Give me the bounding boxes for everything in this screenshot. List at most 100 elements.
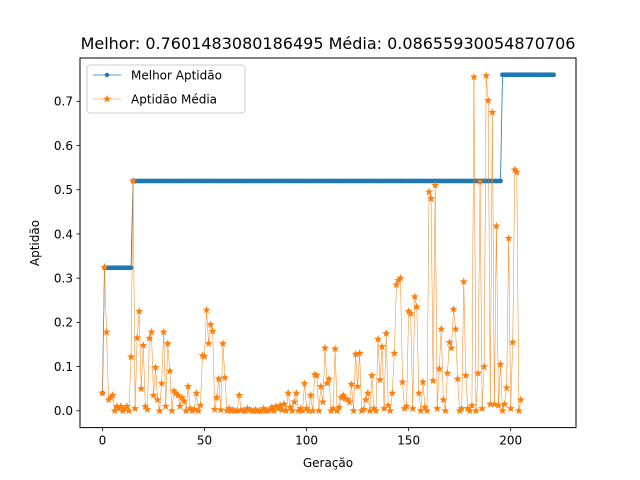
point-media-118 — [339, 391, 348, 399]
point-media-142 — [388, 388, 397, 397]
point-media-201 — [508, 338, 517, 346]
x-tick-label-0: 0 — [99, 434, 107, 448]
legend-marker-melhor — [104, 72, 110, 78]
point-media-17 — [133, 333, 142, 342]
point-media-33 — [165, 366, 174, 375]
point-media-120 — [343, 395, 352, 404]
point-media-124 — [351, 350, 360, 358]
point-media-34 — [167, 406, 176, 415]
point-media-115 — [333, 406, 342, 415]
point-media-96 — [294, 406, 303, 415]
point-media-119 — [341, 394, 350, 402]
point-media-50 — [200, 352, 209, 360]
point-media-22 — [143, 405, 152, 413]
point-media-136 — [376, 375, 385, 384]
y-tick-label-3: 0.3 — [54, 271, 73, 285]
y-axis: 0.0 0.1 0.2 0.3 0.4 0.5 0.6 0.7 — [54, 95, 80, 418]
point-media-23 — [145, 334, 154, 342]
point-melhor-221 — [551, 72, 556, 78]
point-media-46 — [192, 388, 201, 397]
point-media-78 — [257, 406, 266, 415]
point-media-36 — [171, 388, 180, 397]
point-media-9 — [116, 402, 125, 410]
point-media-45 — [190, 405, 199, 413]
point-media-198 — [502, 383, 511, 392]
point-media-41 — [182, 406, 191, 415]
point-media-192 — [490, 399, 499, 408]
point-media-56 — [212, 393, 221, 401]
point-media-170 — [445, 338, 454, 346]
point-media-1 — [100, 262, 109, 271]
point-media-173 — [451, 324, 460, 333]
point-media-158 — [420, 403, 429, 411]
point-media-12 — [122, 402, 131, 410]
point-media-91 — [284, 388, 293, 397]
point-media-131 — [365, 406, 374, 415]
point-media-70 — [241, 406, 250, 415]
y-tick-label-1: 0.1 — [54, 360, 73, 374]
point-media-130 — [363, 388, 372, 397]
point-media-122 — [347, 380, 356, 388]
point-media-108 — [318, 397, 327, 406]
point-media-181 — [467, 401, 476, 409]
y-tick-label-0: 0.0 — [54, 404, 73, 418]
point-media-53 — [206, 320, 215, 328]
point-media-189 — [484, 96, 493, 104]
point-media-175 — [455, 406, 464, 415]
point-media-172 — [449, 304, 458, 313]
point-media-15 — [129, 176, 138, 185]
point-media-81 — [263, 406, 272, 415]
point-media-106 — [314, 406, 323, 415]
point-media-138 — [380, 404, 389, 412]
legend-label-media: Aptidão Média — [131, 93, 217, 107]
point-media-7 — [112, 402, 121, 410]
point-media-117 — [337, 393, 346, 401]
point-media-40 — [180, 396, 189, 405]
y-tick-label-4: 0.4 — [54, 227, 73, 241]
point-media-191 — [488, 108, 497, 116]
point-media-74 — [249, 406, 258, 415]
point-media-39 — [178, 393, 187, 401]
point-media-176 — [457, 404, 466, 412]
axes-frame — [79, 57, 577, 429]
point-media-196 — [498, 406, 507, 415]
point-media-21 — [141, 402, 150, 410]
point-media-54 — [208, 327, 217, 335]
point-media-146 — [396, 273, 405, 282]
point-media-156 — [416, 406, 425, 415]
point-media-174 — [453, 374, 462, 383]
point-media-193 — [492, 221, 501, 230]
point-media-57 — [214, 374, 223, 383]
point-media-28 — [155, 406, 164, 415]
point-media-205 — [516, 395, 525, 404]
point-media-61 — [222, 406, 231, 415]
point-media-107 — [316, 382, 325, 390]
point-media-126 — [355, 349, 364, 357]
point-media-161 — [427, 194, 436, 202]
point-media-88 — [278, 405, 287, 414]
point-media-168 — [441, 406, 450, 415]
point-media-19 — [137, 384, 146, 393]
point-media-47 — [194, 406, 203, 415]
point-media-151 — [406, 309, 415, 317]
point-media-92 — [286, 403, 295, 411]
point-media-116 — [335, 403, 344, 411]
point-media-204 — [514, 406, 523, 415]
point-media-95 — [292, 388, 301, 397]
point-media-145 — [394, 276, 403, 284]
point-media-148 — [400, 404, 409, 412]
plot-area — [98, 71, 556, 415]
point-media-43 — [186, 404, 195, 412]
point-media-48 — [196, 401, 205, 409]
point-media-123 — [349, 406, 358, 415]
point-media-59 — [218, 339, 227, 347]
point-media-132 — [367, 371, 376, 379]
x-axis: 0 50 100 150 200 — [99, 427, 522, 448]
point-media-37 — [173, 391, 182, 399]
point-media-154 — [412, 302, 421, 311]
point-media-167 — [439, 395, 448, 404]
point-media-194 — [494, 401, 503, 409]
point-media-180 — [465, 406, 474, 415]
y-tick-label-6: 0.6 — [54, 139, 73, 153]
